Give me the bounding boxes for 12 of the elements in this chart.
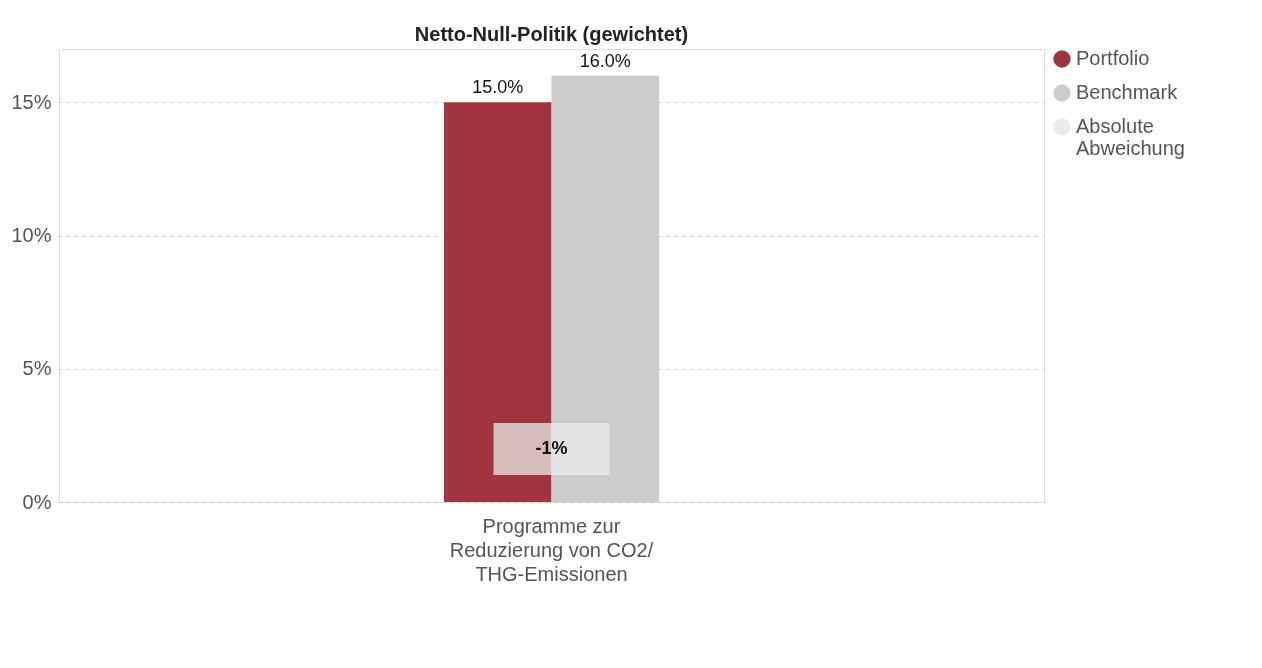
chart-title: Netto-Null-Politik (gewichtet) xyxy=(414,23,689,45)
y-tick-label: 10% xyxy=(11,224,52,247)
y-tick-label: 15% xyxy=(11,90,52,113)
legend-label: Portfolio xyxy=(1076,47,1150,69)
legend-label: Absolute Abweichung xyxy=(1076,115,1185,159)
x-tick-label: Programme zur Reduzierung von CO2/ THG-Emissionen xyxy=(449,514,654,585)
annotation: -1% xyxy=(535,438,568,458)
y-tick-label: 5% xyxy=(22,357,52,380)
y-tick-label: 0% xyxy=(22,490,52,513)
legend-label: Benchmark xyxy=(1076,81,1179,103)
data-label: 16.0% xyxy=(579,50,631,71)
data-label: 15.0% xyxy=(472,77,524,98)
